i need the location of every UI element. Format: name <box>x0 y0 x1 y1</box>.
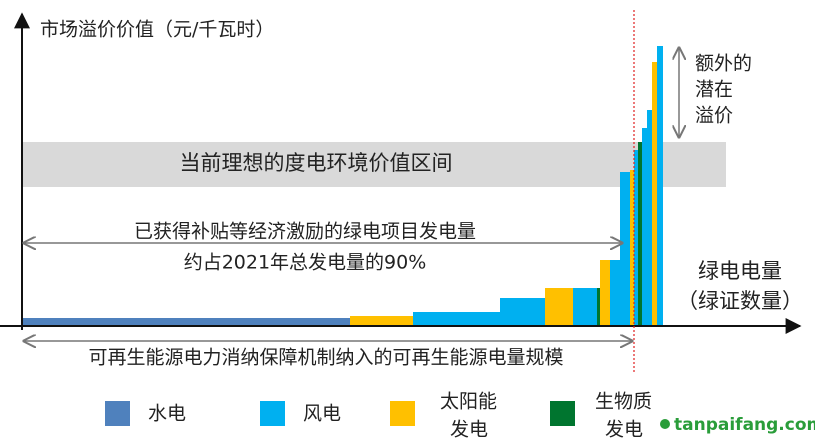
legend: 水电 风电 太阳能 发电 生物质 发电 <box>105 391 652 441</box>
legend-swatch <box>550 401 575 426</box>
bar <box>545 288 573 327</box>
bar <box>652 62 657 327</box>
watermark-dot <box>660 419 670 429</box>
legend-swatch <box>260 401 285 426</box>
legend-label: 水电 <box>148 403 186 425</box>
legend-label: 发电 <box>450 419 488 441</box>
bar <box>630 170 634 327</box>
bar <box>413 312 500 327</box>
bar <box>657 46 663 327</box>
subsidy-note: 已获得补贴等经济激励的绿电项目发电量 <box>134 221 476 243</box>
bar <box>610 260 620 327</box>
x-axis-title: 绿电电量 <box>698 259 782 283</box>
legend-swatch <box>105 401 130 426</box>
value-band <box>22 142 726 187</box>
band-label: 当前理想的度电环境价值区间 <box>180 151 453 175</box>
scope-note: 可再生能源电力消纳保障机制纳入的可再生能源电量规模 <box>88 347 563 369</box>
bar <box>500 298 545 327</box>
bar <box>638 142 642 327</box>
subsidy-note: 约占2021年总发电量的90% <box>184 252 427 274</box>
x-axis-title: （绿证数量） <box>677 289 803 313</box>
y-axis-title: 市场溢价价值（元/千瓦时） <box>40 19 274 41</box>
legend-swatch <box>390 401 415 426</box>
bar <box>573 288 597 327</box>
watermark: tanpaifang.com <box>674 415 815 435</box>
legend-label: 发电 <box>605 419 643 441</box>
legend-label: 生物质 <box>595 391 652 413</box>
bar <box>22 318 350 327</box>
bars <box>22 46 663 327</box>
bar <box>600 260 610 327</box>
bar <box>634 150 638 327</box>
legend-label: 太阳能 <box>440 391 497 413</box>
bar <box>597 288 600 327</box>
bar <box>647 110 652 327</box>
premium-note: 额外的 <box>695 53 752 75</box>
bar <box>620 172 630 327</box>
premium-note: 潜在 <box>695 79 733 101</box>
bar <box>642 128 647 327</box>
watermark-bg <box>655 412 810 436</box>
premium-note: 溢价 <box>695 105 733 127</box>
legend-label: 风电 <box>303 403 341 425</box>
bar <box>350 316 413 327</box>
